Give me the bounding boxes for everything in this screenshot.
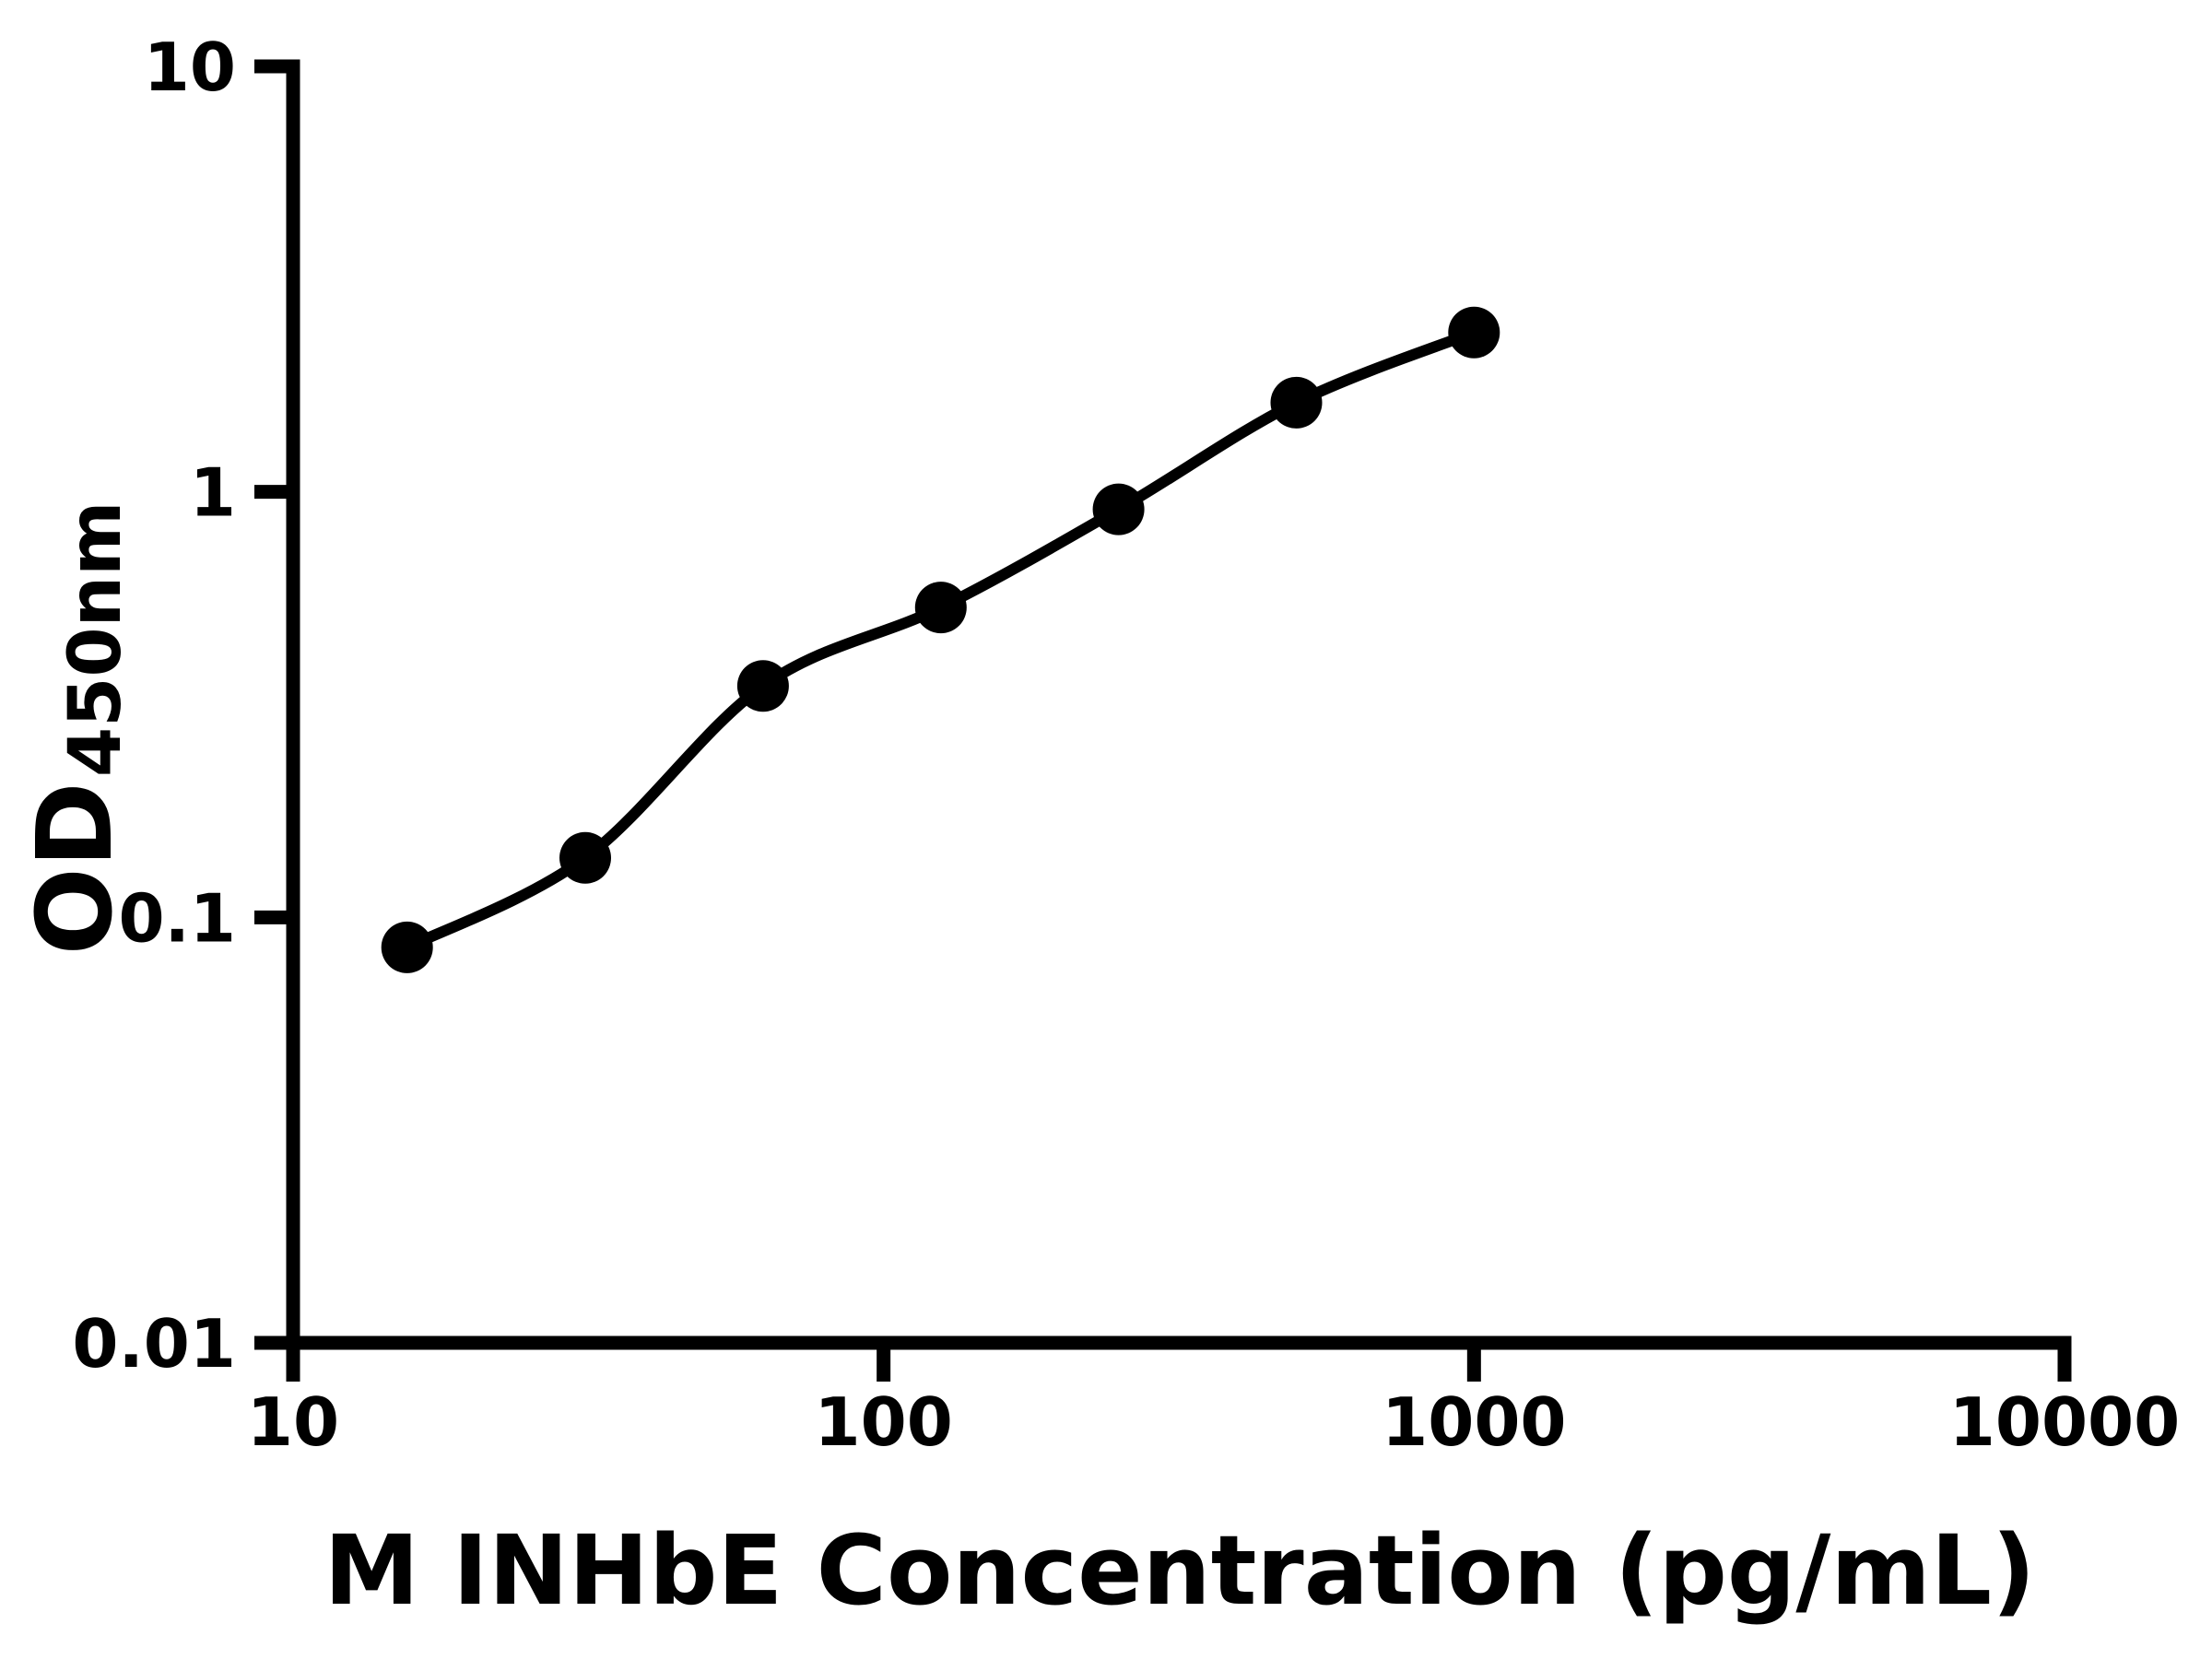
data-point bbox=[1448, 306, 1500, 359]
x-tick-label: 10000 bbox=[1949, 1383, 2181, 1461]
data-point bbox=[736, 660, 789, 712]
data-point bbox=[914, 582, 967, 634]
x-tick-label: 10 bbox=[247, 1383, 339, 1461]
data-point bbox=[1270, 376, 1323, 429]
x-tick-label: 100 bbox=[815, 1383, 953, 1461]
data-series bbox=[381, 306, 1500, 973]
y-axis-title-subscript: 450nm bbox=[54, 501, 137, 778]
axes bbox=[254, 59, 2072, 1382]
data-point bbox=[1092, 483, 1145, 535]
y-axis-title-main: OD bbox=[16, 782, 135, 955]
x-tick-label: 1000 bbox=[1382, 1383, 1566, 1461]
data-point bbox=[381, 921, 433, 973]
data-point bbox=[559, 831, 611, 884]
y-tick-label: 10 bbox=[144, 29, 236, 106]
y-tick-label: 1 bbox=[190, 454, 236, 532]
y-tick-label: 0.01 bbox=[72, 1305, 236, 1382]
y-tick-label: 0.1 bbox=[118, 879, 236, 957]
x-axis-title: M INHbE Concentration (pg/mL) bbox=[324, 1514, 2035, 1627]
y-axis-title: OD 450nm bbox=[16, 501, 137, 956]
